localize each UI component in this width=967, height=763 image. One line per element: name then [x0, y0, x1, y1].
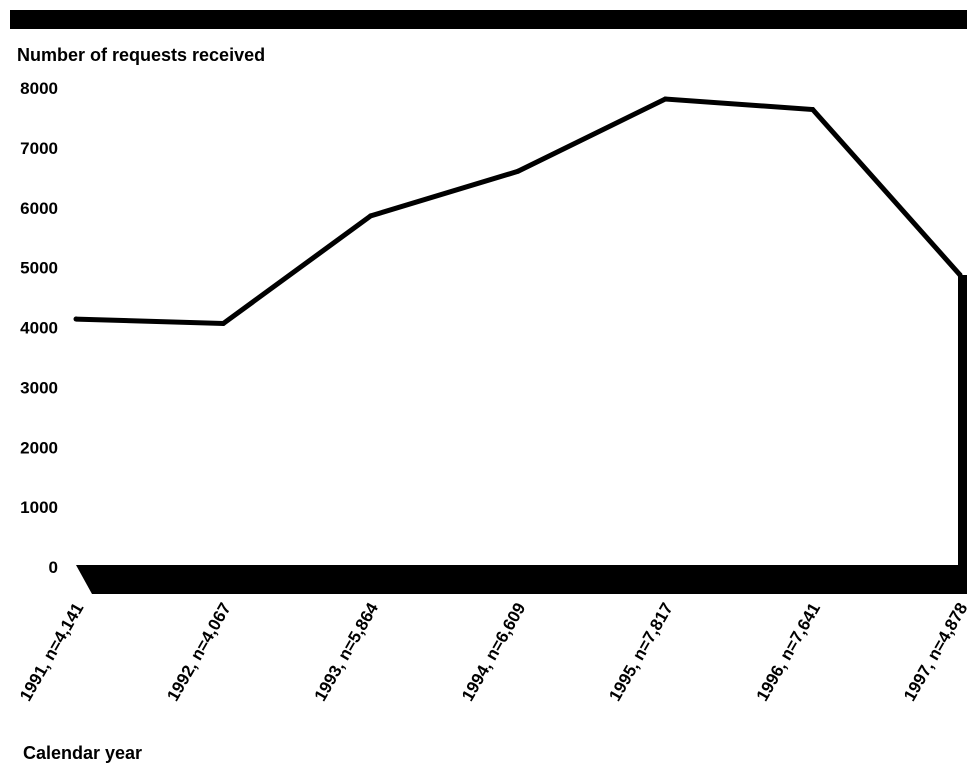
- data-point: [662, 96, 668, 102]
- y-tick-label: 0: [49, 558, 58, 577]
- data-point: [515, 168, 521, 174]
- y-tick-label: 8000: [20, 79, 58, 98]
- data-point: [73, 316, 79, 322]
- top-frame-bar: [10, 10, 967, 29]
- y-tick-label: 5000: [20, 259, 58, 278]
- x-tick-label: 1996, n=7,641: [753, 600, 825, 705]
- y-tick-label: 7000: [20, 139, 58, 158]
- data-point: [957, 272, 963, 278]
- y-tick-label: 1000: [20, 498, 58, 517]
- y-axis-label: Number of requests received: [17, 45, 265, 65]
- y-tick-label: 4000: [20, 319, 58, 338]
- x-axis-label: Calendar year: [23, 743, 142, 763]
- y-tick-label: 2000: [20, 438, 58, 457]
- x-axis-floor-bar: [76, 565, 967, 594]
- y-tick-label: 3000: [20, 378, 58, 397]
- x-tick-label: 1993, n=5,864: [311, 599, 383, 704]
- x-axis-ticks: 1991, n=4,141 1992, n=4,067 1993, n=5,864 1…: [16, 599, 967, 704]
- data-points: [73, 96, 963, 326]
- data-point: [810, 106, 816, 112]
- y-tick-label: 6000: [20, 199, 58, 218]
- x-tick-label: 1991, n=4,141: [16, 600, 88, 705]
- x-tick-label: 1994, n=6,609: [458, 600, 530, 705]
- y-axis-ticks: 0 1000 2000 3000 4000 5000 6000 7000 8000: [20, 79, 58, 577]
- x-tick-label: 1995, n=7,817: [605, 600, 677, 705]
- data-point: [368, 213, 374, 219]
- data-point: [220, 320, 226, 326]
- series-line: [75, 96, 962, 327]
- x-tick-label: 1992, n=4,067: [163, 600, 235, 705]
- x-tick-label: 1997, n=4,878: [900, 600, 967, 705]
- right-frame-bar: [958, 275, 967, 594]
